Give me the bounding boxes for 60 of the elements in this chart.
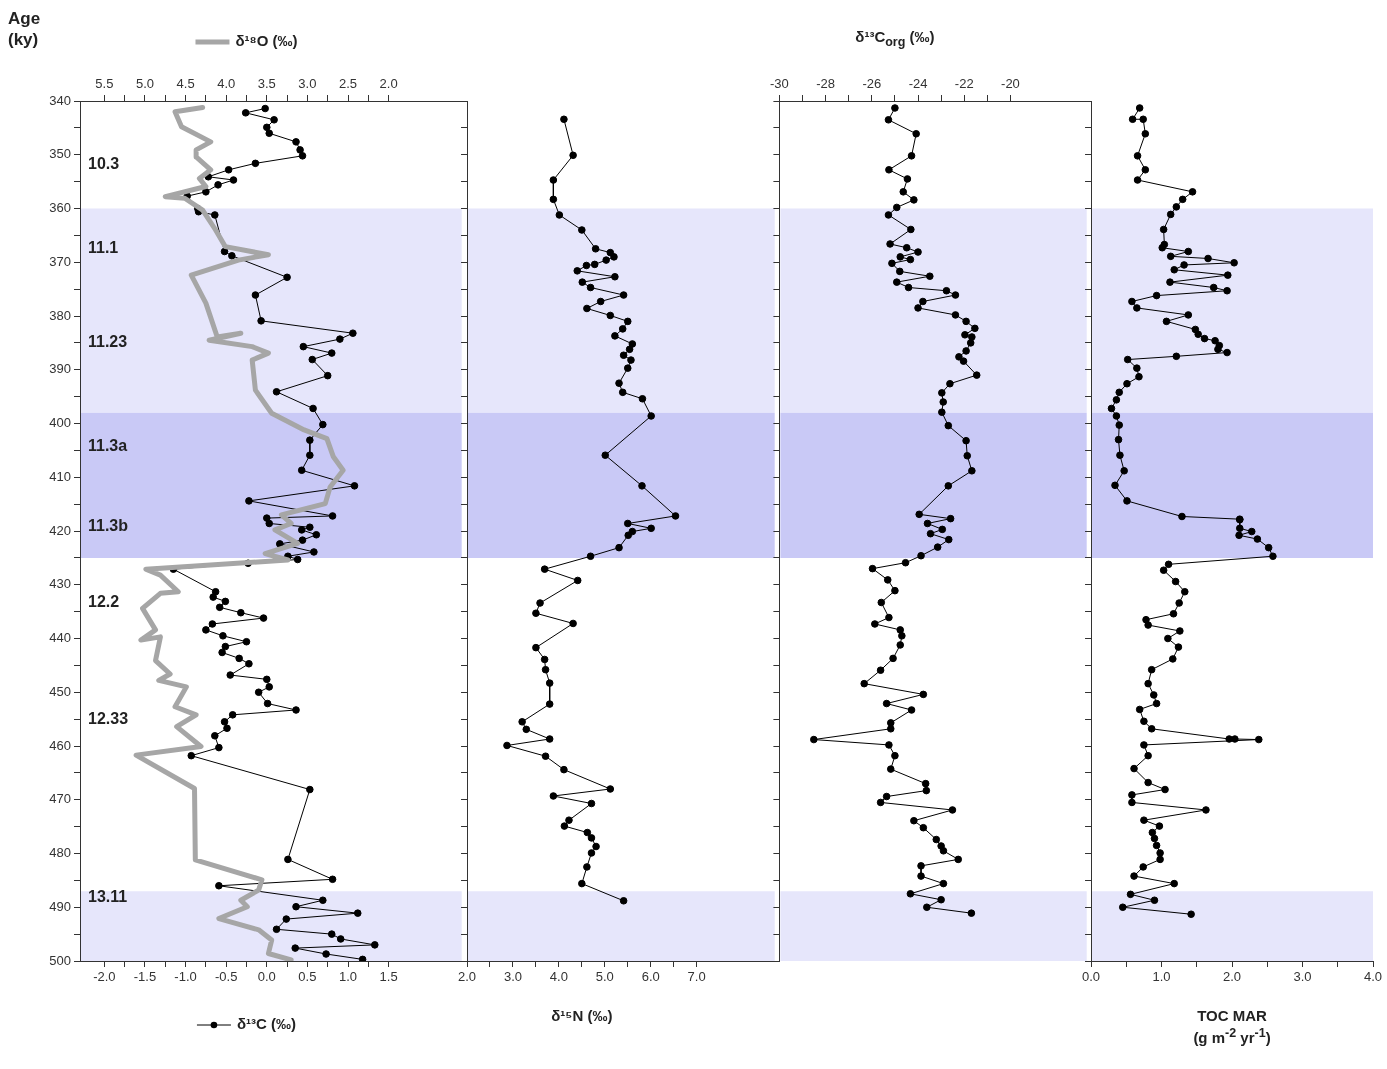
x-tick-label: -26	[862, 75, 882, 91]
annotation: 10.3	[88, 155, 120, 173]
y-tick-label: 470	[49, 791, 71, 807]
y-tick-label: 490	[49, 898, 71, 914]
x-axis-title: δ¹³C$_{org}$ (‰)	[854, 28, 936, 51]
x-tick-label: 1.5	[379, 969, 398, 985]
x2-tick-label: 3.5	[257, 75, 276, 91]
x-tick-label: -1.0	[174, 969, 197, 985]
annotation: 11.3b	[88, 517, 129, 535]
y-tick-label: 480	[49, 845, 71, 861]
x-tick-label: 4.0	[1363, 969, 1383, 985]
x-tick-label: 0.0	[1082, 969, 1101, 985]
x-tick-label: -1.5	[133, 969, 157, 985]
x-tick-label: 0.5	[298, 969, 317, 985]
x-tick-label: -0.5	[214, 969, 238, 985]
y-tick-label: 500	[49, 952, 71, 968]
x-tick-label: 3.0	[503, 969, 522, 985]
x-tick-label: -24	[908, 75, 928, 91]
x-tick-label: 1.0	[1152, 969, 1171, 985]
y-tick-label: 420	[49, 522, 71, 538]
legend-label: δ¹³C (‰)	[236, 1015, 297, 1033]
x-tick-label: -30	[770, 75, 789, 91]
x-axis-title: δ¹⁵N (‰)	[550, 1007, 614, 1026]
x-tick-label: 6.0	[641, 969, 660, 985]
annotation: 12.2	[88, 593, 120, 611]
x-tick-label: 7.0	[687, 969, 706, 985]
annotation: 13.11	[88, 888, 128, 906]
x2-tick-label: 5.5	[95, 75, 114, 91]
x-tick-label: 0.0	[257, 969, 276, 985]
y-tick-label: 410	[49, 468, 71, 484]
y-tick-label: 350	[49, 146, 71, 162]
y-tick-label: 450	[49, 683, 71, 699]
x-tick-label: 2.0	[458, 969, 477, 985]
x-tick-label: -28	[816, 75, 835, 91]
x-tick-label: 3.0	[1293, 969, 1312, 985]
annotation: 12.33	[88, 710, 129, 728]
x-axis-title: TOC MAR (g m$^{-2}$ yr$^{-1}$)	[1192, 1007, 1272, 1048]
legend-label: δ¹⁸O (‰)	[235, 32, 298, 50]
x2-tick-label: 2.5	[338, 75, 358, 91]
y-tick-label: 370	[49, 253, 71, 269]
annotation: 11.23	[88, 333, 128, 351]
y-tick-label: 400	[49, 415, 71, 431]
annotation: 11.3a	[88, 437, 128, 455]
x-tick-label: 5.0	[595, 969, 614, 985]
y-tick-label: 460	[49, 737, 71, 753]
y-tick-label: 430	[49, 576, 71, 592]
x-tick-label: 1.0	[338, 969, 358, 985]
annotation: 11.1	[88, 239, 119, 257]
y-tick-label: 340	[49, 92, 71, 108]
y-tick-label: 380	[49, 307, 71, 323]
y-tick-label: 440	[49, 630, 71, 646]
x-tick-label: -22	[954, 75, 974, 91]
x-tick-label: -20	[1001, 75, 1020, 91]
x-tick-label: 4.0	[549, 969, 568, 985]
y-axis-title: Age (ky)	[8, 8, 42, 51]
x2-tick-label: 4.5	[176, 75, 195, 91]
x-tick-label: 2.0	[1222, 969, 1242, 985]
y-tick-label: 390	[49, 361, 71, 377]
y-tick-label: 360	[49, 200, 71, 216]
x-tick-label: -2.0	[93, 969, 116, 985]
